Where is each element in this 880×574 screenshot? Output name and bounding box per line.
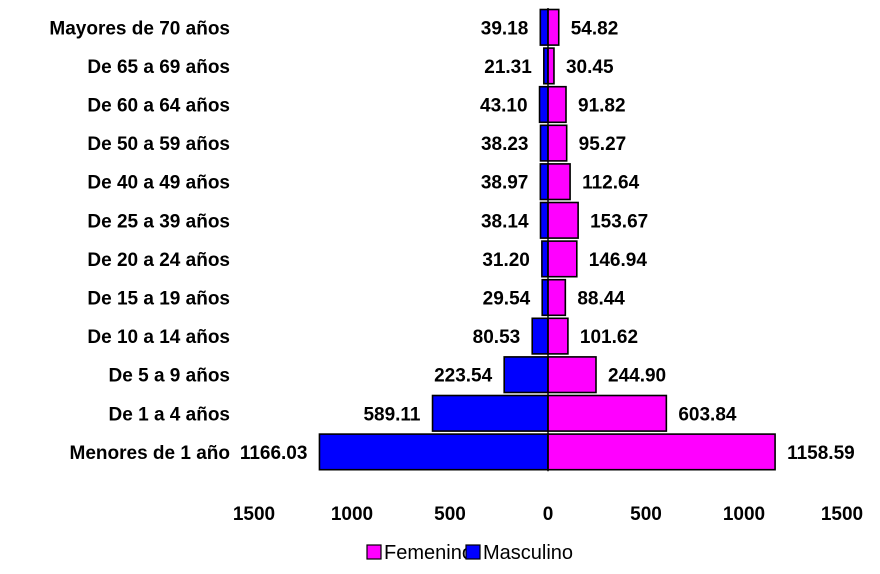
category-label: De 20 a 24 años	[87, 250, 230, 271]
bar-masculino-de-15-a-19-anos	[541, 278, 549, 317]
bar-femenino-de-50-a-59-anos	[547, 124, 568, 162]
legend-swatch-femenino	[366, 544, 382, 560]
bar-femenino-mayores-de-70-anos	[547, 8, 560, 46]
bar-masculino-de-20-a-24-anos	[541, 240, 549, 278]
category-label: De 15 a 19 años	[87, 289, 230, 310]
bar-femenino-de-5-a-9-anos	[547, 356, 597, 394]
value-label-femenino: 95.27	[579, 134, 627, 155]
category-label: De 65 a 69 años	[87, 57, 230, 78]
bar-femenino-de-40-a-49-anos	[547, 163, 571, 201]
value-label-masculino: 80.53	[473, 327, 521, 348]
bar-masculino-de-40-a-49-anos	[539, 163, 549, 201]
category-label: Menores de 1 año	[70, 443, 231, 464]
x-tick-label: 500	[434, 504, 466, 525]
bar-masculino-de-60-a-64-anos	[538, 85, 549, 124]
value-labels: 1166.03 1158.59 589.11 603.84 223.54 244.90 80…	[240, 18, 855, 464]
value-label-femenino: 146.94	[589, 250, 648, 271]
bar-femenino-de-60-a-64-anos	[547, 85, 567, 124]
bar-femenino-de-15-a-19-anos	[547, 278, 567, 317]
bar-femenino-de-1-a-4-anos	[547, 394, 668, 432]
legend: Femenino Masculino	[366, 542, 573, 564]
x-tick-label: 1000	[331, 504, 373, 525]
value-label-masculino: 39.18	[481, 18, 529, 39]
bar-femenino-de-25-a-39-anos	[547, 201, 579, 239]
x-tick-label: 500	[630, 504, 662, 525]
value-label-femenino: 91.82	[578, 96, 626, 117]
bar-femenino-menores-de-1-ano	[547, 433, 776, 471]
value-label-masculino: 43.10	[480, 96, 528, 117]
value-label-femenino: 101.62	[580, 327, 638, 348]
value-label-femenino: 153.67	[590, 211, 648, 232]
bars-group	[318, 8, 776, 471]
category-label: De 60 a 64 años	[87, 96, 230, 117]
value-label-masculino: 31.20	[482, 250, 530, 271]
legend-swatch-masculino	[465, 544, 481, 560]
category-label: De 25 a 39 años	[87, 211, 230, 232]
category-label: De 40 a 49 años	[87, 173, 230, 194]
x-tick-label: 0	[543, 504, 554, 525]
value-label-femenino: 112.64	[582, 173, 639, 194]
x-tick-label: 1500	[233, 504, 275, 525]
bar-masculino-mayores-de-70-anos	[539, 8, 549, 46]
x-axis: 1500 1000 500 0 500 1000 1500	[233, 8, 863, 525]
category-label: De 10 a 14 años	[87, 327, 230, 348]
category-label: De 1 a 4 años	[109, 404, 230, 425]
value-label-masculino: 1166.03	[240, 443, 308, 464]
x-tick-label: 1500	[821, 504, 863, 525]
bar-masculino-de-1-a-4-anos	[431, 394, 549, 432]
bar-femenino-de-10-a-14-anos	[547, 317, 569, 355]
value-label-masculino: 38.14	[481, 211, 529, 232]
bar-masculino-de-5-a-9-anos	[503, 356, 549, 394]
category-label: De 5 a 9 años	[109, 366, 230, 387]
value-label-femenino: 54.82	[571, 18, 619, 39]
category-labels: Menores de 1 año De 1 a 4 años De 5 a 9 añ…	[49, 18, 230, 464]
category-label: De 50 a 59 años	[87, 134, 230, 155]
bar-masculino-de-50-a-59-anos	[539, 124, 549, 162]
value-label-femenino: 244.90	[608, 366, 666, 387]
x-tick-label: 1000	[723, 504, 765, 525]
value-label-femenino: 88.44	[577, 289, 625, 310]
value-label-femenino: 1158.59	[787, 443, 855, 464]
legend-label-femenino: Femenino	[384, 542, 473, 564]
value-label-masculino: 29.54	[483, 289, 531, 310]
legend-label-masculino: Masculino	[483, 542, 573, 564]
value-label-femenino: 30.45	[566, 57, 614, 78]
bar-femenino-de-65-a-69-anos	[547, 47, 555, 85]
value-label-masculino: 589.11	[363, 404, 420, 425]
value-label-masculino: 223.54	[434, 366, 493, 387]
category-label: Mayores de 70 años	[49, 18, 230, 39]
value-label-masculino: 38.97	[481, 173, 529, 194]
value-label-femenino: 603.84	[678, 404, 737, 425]
bar-masculino-de-25-a-39-anos	[539, 201, 549, 239]
value-label-masculino: 38.23	[481, 134, 529, 155]
bar-femenino-de-20-a-24-anos	[547, 240, 578, 278]
bar-masculino-de-10-a-14-anos	[531, 317, 549, 355]
bar-masculino-menores-de-1-ano	[318, 433, 549, 471]
value-label-masculino: 21.31	[484, 57, 532, 78]
